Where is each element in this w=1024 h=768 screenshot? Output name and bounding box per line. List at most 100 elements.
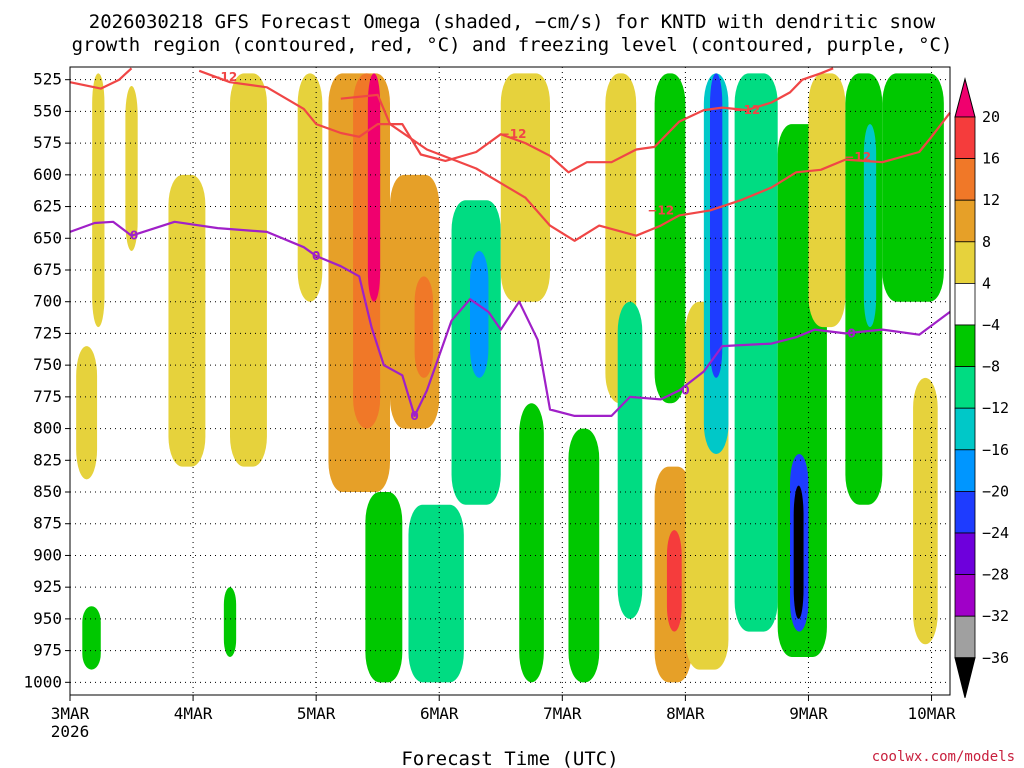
omega-patch [408,504,464,683]
x-axis-label: Forecast Time (UTC) [401,748,618,768]
omega-patch [223,587,237,657]
colorbar-label: −20 [982,482,1009,500]
y-tick-label: 650 [33,228,62,247]
omega-patch [519,403,544,683]
freezing-level-label: 0 [312,249,320,263]
colorbar-swatch [954,241,976,284]
x-tick-label: 9MAR [789,704,828,723]
dgz-contour-lower-2 [340,93,951,242]
y-tick-label: 750 [33,355,62,374]
colorbar-swatch [954,116,976,159]
freezing-level-line [69,220,951,417]
colorbar-swatch [954,366,976,409]
omega-patch [710,73,723,378]
colorbar-label: −12 [982,399,1009,417]
omega-patch [82,606,101,670]
plot-frame [69,66,951,696]
y-tick-label: 925 [33,577,62,596]
colorbar-swatch [954,158,976,201]
omega-patch [863,124,877,328]
omega-patch [666,530,682,632]
x-tick-label: 3MAR [51,704,90,723]
y-tick-label: 550 [33,101,62,120]
colorbar-label: 8 [982,233,991,251]
omega-patch [470,250,489,378]
omega-patch [230,73,267,467]
y-tick-label: 600 [33,165,62,184]
y-tick-label: 1000 [23,672,62,691]
y-tick-label: 700 [33,292,62,311]
omega-patch [913,377,938,645]
colorbar-label: 20 [982,108,1000,126]
omega-patch [414,276,434,378]
colorbar-label: 4 [982,274,991,292]
temperature-contours: 0 0 0 0 0 −12 −12 −12 −12 −12 [69,67,951,423]
colorbar-label: −8 [982,358,1000,376]
y-tick-label: 950 [33,609,62,628]
omega-patch [367,73,381,302]
x-tick-label: 7MAR [543,704,582,723]
colorbar-swatch [954,490,976,534]
omega-patch [793,485,804,619]
colorbar-bottom-triangle-icon [954,657,976,698]
omega-patch [168,174,206,467]
omega-patch [500,73,550,302]
colorbar-swatch [954,324,976,367]
freezing-level-label: 0 [130,229,138,243]
omega-patch [365,492,403,683]
dgz-contour-label: −12 [844,150,871,164]
omega-shading [76,73,944,683]
dgz-contour-upper [198,67,834,174]
omega-patch [808,73,846,328]
colorbar-label: −28 [982,566,1009,584]
colorbar-swatch [954,282,976,326]
x-tick-label: 5MAR [297,704,336,723]
y-tick-label: 675 [33,260,62,279]
x-tick-label: 6MAR [420,704,459,723]
colorbar-label: 12 [982,191,1000,209]
omega-patch [568,428,600,683]
y-tick-label: 575 [33,133,62,152]
x-tick-label: 8MAR [666,704,705,723]
colorbar-swatch [954,615,976,659]
dgz-contour-label: −12 [210,70,237,84]
colorbar-swatch [954,532,976,575]
y-tick-label: 850 [33,482,62,501]
y-tick-label: 975 [33,641,62,660]
title-line-2: growth region (contoured, red, °C) and f… [72,34,953,56]
y-tick-label: 825 [33,450,62,469]
x-tick-label: 4MAR [174,704,213,723]
freezing-level-label: 0 [681,384,689,398]
colorbar-label: −16 [982,441,1009,459]
y-tick-label: 625 [33,197,62,216]
colorbar-swatch [954,574,976,617]
omega-patch [92,73,105,328]
colorbar-swatch [954,407,976,451]
x-tick-sublabel: 2026 [51,722,90,741]
title-line-1: 2026030218 GFS Forecast Omega (shaded, −… [89,11,936,33]
colorbar-swatch [954,199,976,243]
omega-patch [882,73,944,302]
colorbar-label: −24 [982,524,1009,542]
dgz-contour-lower [69,67,133,90]
y-tick-label: 875 [33,514,62,533]
dgz-contour-label: −12 [647,203,674,217]
dgz-contour-label: −12 [500,127,527,141]
x-tick-label: 10MAR [907,704,956,723]
y-tick-label: 900 [33,545,62,564]
omega-patch [297,73,323,302]
colorbar-label: 16 [982,150,1000,168]
y-tick-label: 800 [33,419,62,438]
colorbar-label: −32 [982,607,1009,625]
colorbar-label: −36 [982,649,1009,667]
colorbar-label: −4 [982,316,1000,334]
grid-lines [69,67,950,695]
omega-patch [734,73,778,632]
y-tick-label: 525 [33,70,62,89]
omega-patch [125,86,138,251]
colorbar-top-triangle-icon [954,77,976,118]
y-tick-label: 725 [33,323,62,342]
credit-text: coolwx.com/models [872,749,1015,765]
colorbar-swatch [954,449,976,492]
